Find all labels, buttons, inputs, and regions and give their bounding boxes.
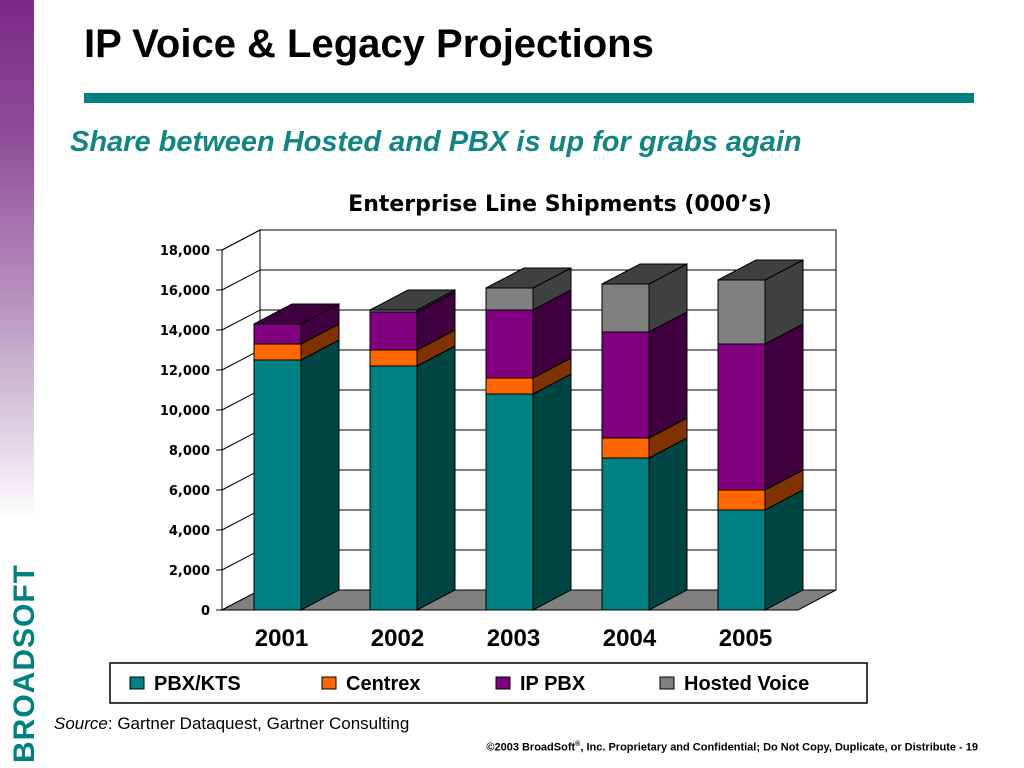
legend-item: Centrex xyxy=(321,673,420,695)
bar-top xyxy=(369,289,456,311)
bar-front xyxy=(601,437,650,459)
slide-subtitle: Share between Hosted and PBX is up for g… xyxy=(70,126,802,158)
bar-front xyxy=(253,359,302,611)
chart-legend: PBX/KTS Centrex IP PBX Hosted Voice xyxy=(109,662,868,704)
bar-side xyxy=(648,437,688,611)
y-tick-label: 10,000 xyxy=(160,404,210,419)
bar-stack-2001 xyxy=(253,303,340,611)
title-rule xyxy=(84,93,974,103)
bar-side xyxy=(532,373,572,611)
bar-front xyxy=(717,279,766,345)
bar-side xyxy=(648,311,688,439)
broadsoft-logo: BROADSOFT xyxy=(8,564,40,763)
bar-stack-2004 xyxy=(601,263,688,611)
bar-front xyxy=(601,457,650,611)
x-tick-label: 2004 xyxy=(603,625,657,652)
bar-stack-2002 xyxy=(369,289,456,611)
legend-item: Hosted Voice xyxy=(659,673,809,695)
y-tick-label: 16,000 xyxy=(160,284,210,299)
y-tick-label: 12,000 xyxy=(160,364,210,379)
logo-text: BROADSOFT xyxy=(8,564,40,763)
bar-side xyxy=(300,339,340,611)
bar-front xyxy=(369,311,418,351)
y-tick-label: 18,000 xyxy=(160,244,210,259)
bar-side xyxy=(416,345,456,611)
y-tick-label: 6,000 xyxy=(169,484,210,499)
y-tick-label: 0 xyxy=(201,604,210,619)
source-text: : Gartner Dataquest, Gartner Consulting xyxy=(107,714,410,733)
bar-front xyxy=(369,349,418,367)
y-tick-label: 8,000 xyxy=(169,444,210,459)
bar-side xyxy=(764,323,804,491)
legend-swatch xyxy=(495,676,511,690)
x-tick-label: 2003 xyxy=(487,625,540,652)
bar-top xyxy=(717,259,804,281)
bar-side xyxy=(764,489,804,611)
bar-stack-2003 xyxy=(485,267,572,611)
legend-label: Centrex xyxy=(346,673,420,695)
bar-front xyxy=(485,309,534,379)
y-tick-label: 14,000 xyxy=(160,324,210,339)
x-tick-label: 2001 xyxy=(255,625,308,652)
y-tick-label: 4,000 xyxy=(169,524,210,539)
x-tick-label: 2002 xyxy=(371,625,424,652)
legend-item: IP PBX xyxy=(495,673,586,695)
bar-front xyxy=(717,509,766,611)
bar-top xyxy=(253,303,340,325)
footer-copyright: ©2003 BroadSoft®, Inc. Proprietary and C… xyxy=(486,741,978,754)
bar-top xyxy=(601,263,688,285)
slide-title: IP Voice & Legacy Projections xyxy=(84,22,654,66)
legend-swatch xyxy=(659,676,675,690)
legend-label: IP PBX xyxy=(520,673,586,695)
legend-label: PBX/KTS xyxy=(154,673,241,695)
bar-front xyxy=(485,377,534,395)
legend-swatch xyxy=(129,676,145,690)
bar-front xyxy=(253,343,302,361)
bar-front xyxy=(369,365,418,611)
bar-front xyxy=(485,393,534,611)
chart-bars xyxy=(253,259,804,611)
bar-front xyxy=(253,323,302,345)
bar-top xyxy=(485,267,572,289)
bar-front xyxy=(717,343,766,491)
bar-stack-2005 xyxy=(717,259,804,611)
bar-front xyxy=(485,287,534,311)
bar-front xyxy=(717,489,766,511)
brand-side-bar xyxy=(0,0,34,520)
x-axis: 2001 2002 2003 2004 2005 xyxy=(255,625,772,652)
chart-title: Enterprise Line Shipments (000’s) xyxy=(348,192,772,217)
x-tick-label: 2005 xyxy=(719,625,772,652)
footer-prefix: ©2003 BroadSoft xyxy=(486,741,576,754)
source-label: Source xyxy=(54,714,108,733)
bar-front xyxy=(601,283,650,333)
source-note: Source: Gartner Dataquest, Gartner Consu… xyxy=(54,714,409,734)
stacked-bar-chart: Enterprise Line Shipments (000’s) 0 2,000… xyxy=(109,192,868,704)
legend-box xyxy=(109,662,868,704)
footer-suffix: , Inc. Proprietary and Confidential; Do … xyxy=(580,741,978,754)
legend-label: Hosted Voice xyxy=(684,673,809,695)
bar-front xyxy=(601,331,650,439)
y-tick-label: 2,000 xyxy=(169,564,210,579)
footer-registered-mark: ® xyxy=(575,741,581,748)
gridline xyxy=(221,229,836,251)
y-axis: 0 2,000 4,000 6,000 8,000 10,000 12,000 14,000 1… xyxy=(160,244,223,619)
legend-swatch xyxy=(321,676,337,690)
legend-item: PBX/KTS xyxy=(129,673,241,695)
